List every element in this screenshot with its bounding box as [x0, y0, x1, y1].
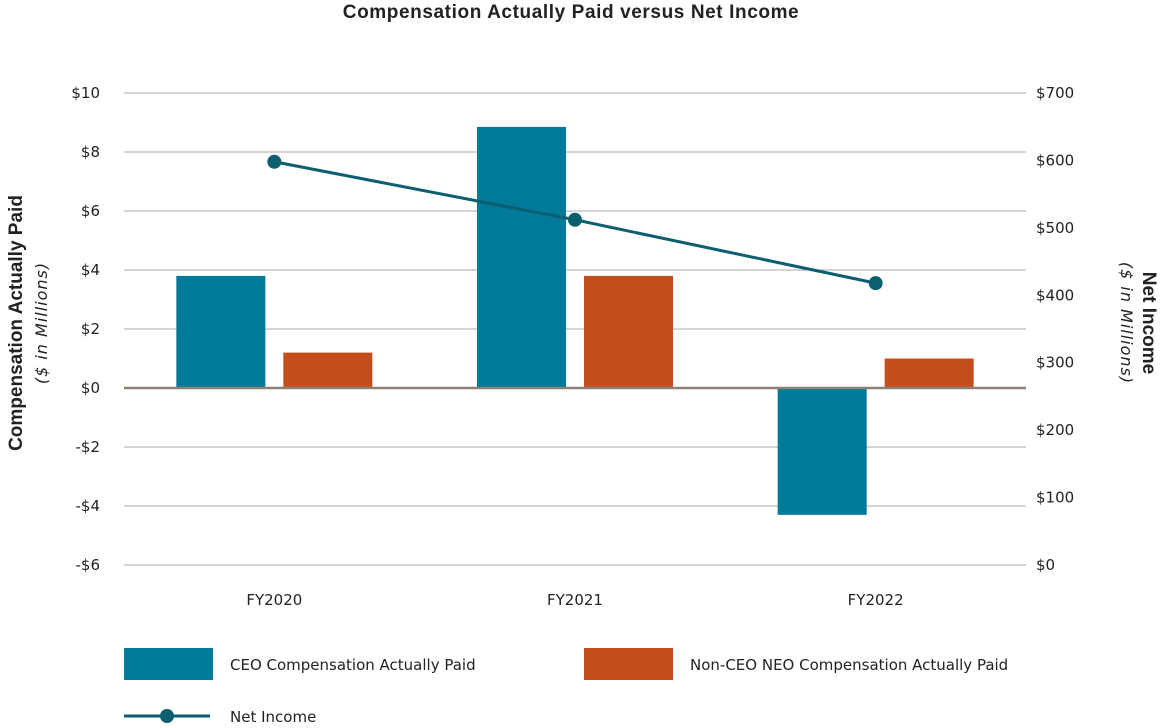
legend: CEO Compensation Actually Paid Non-CEO N…	[124, 648, 1008, 726]
legend-label-net-income: Net Income	[230, 708, 316, 726]
net-income-point-fy2021	[568, 212, 582, 227]
left-axis-title-group: Compensation Actually Paid ($ in Million…	[6, 195, 51, 451]
legend-swatch-ceo	[124, 648, 213, 680]
bars	[176, 126, 974, 515]
right-axis-title: Net Income	[1138, 272, 1159, 374]
right-tick-label: $400	[1036, 286, 1074, 304]
right-tick-label: $700	[1036, 84, 1074, 102]
net-income-point-fy2020	[267, 154, 282, 169]
right-axis-title-group: Net Income ($ in Millions)	[1117, 262, 1159, 384]
net-income-point-fy2022	[868, 276, 883, 291]
right-tick-label: $300	[1036, 354, 1074, 372]
right-axis-ticks: $700 $600 $500 $400 $300 $200 $100 $0	[1036, 84, 1074, 574]
category-labels: FY2020 FY2021 FY2022	[246, 591, 903, 609]
legend-marker-net-income	[160, 709, 174, 723]
left-tick-label: $8	[81, 143, 100, 161]
chart-title: Compensation Actually Paid versus Net In…	[343, 2, 799, 23]
category-label: FY2022	[848, 591, 904, 609]
legend-label-ceo: CEO Compensation Actually Paid	[230, 656, 476, 674]
right-tick-label: $100	[1036, 489, 1074, 507]
left-tick-label: $4	[81, 261, 100, 279]
right-tick-label: $600	[1036, 151, 1074, 169]
category-label: FY2021	[547, 591, 603, 609]
left-tick-label: -$6	[76, 556, 101, 574]
left-tick-label: $10	[71, 84, 100, 102]
right-tick-label: $200	[1036, 421, 1074, 439]
net-income-line-series	[267, 154, 883, 291]
legend-swatch-non-ceo	[584, 648, 673, 680]
legend-label-non-ceo: Non-CEO NEO Compensation Actually Paid	[690, 656, 1008, 674]
bar-non-ceo-fy2022	[884, 358, 974, 388]
left-axis-title: Compensation Actually Paid	[6, 195, 27, 451]
bar-non-ceo-fy2020	[283, 352, 373, 388]
bar-ceo-fy2021	[477, 126, 566, 389]
bar-ceo-fy2020	[176, 275, 266, 388]
category-label: FY2020	[246, 591, 302, 609]
left-axis-subtitle: ($ in Millions)	[32, 262, 51, 384]
left-axis-ticks: $10 $8 $6 $4 $2 $0 -$2 -$4 -$6	[71, 84, 100, 574]
right-tick-label: $500	[1036, 219, 1074, 237]
left-tick-label: $6	[81, 202, 100, 220]
left-tick-label: -$2	[76, 438, 101, 456]
right-tick-label: $0	[1036, 556, 1055, 574]
left-tick-label: -$4	[76, 497, 101, 515]
bar-non-ceo-fy2021	[584, 275, 673, 388]
left-tick-label: $0	[81, 379, 100, 397]
right-axis-subtitle: ($ in Millions)	[1117, 262, 1136, 384]
left-tick-label: $2	[81, 320, 100, 338]
gridlines	[124, 92, 1026, 566]
bar-ceo-fy2022	[777, 388, 867, 515]
